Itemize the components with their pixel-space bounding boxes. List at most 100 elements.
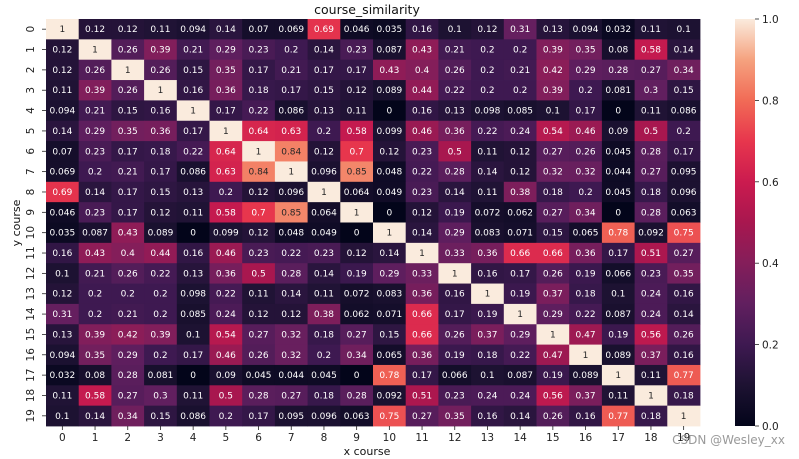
cell-value-label: 0.17	[150, 168, 170, 178]
cell-value-label: 0.12	[510, 168, 530, 178]
cell-value-label: 0.38	[510, 188, 530, 198]
cell-value-label: 0.14	[85, 412, 105, 422]
cell-value-label: 0.28	[281, 269, 301, 279]
cell-value-label: 0.32	[576, 168, 596, 178]
cell-value-label: 1	[452, 269, 458, 279]
heatmap-cell	[503, 141, 537, 162]
heatmap-cell	[209, 364, 243, 386]
heatmap-cell	[471, 181, 505, 203]
heatmap-cell	[536, 39, 570, 61]
heatmap-cell	[78, 222, 112, 244]
colorbar-tick-label: 1.0	[762, 14, 779, 26]
cell-value-label: 0.11	[52, 391, 72, 401]
heatmap-cell	[634, 181, 668, 203]
heatmap-cell	[503, 120, 537, 142]
heatmap-cell	[373, 283, 407, 305]
cell-value-label: 0.11	[249, 290, 269, 300]
heatmap-cell	[438, 405, 472, 427]
heatmap-cell	[373, 141, 407, 162]
cell-value-label: 0.11	[183, 391, 203, 401]
cell-value-label: 0.37	[477, 330, 497, 340]
heatmap-cell	[569, 263, 603, 284]
cell-value-label: 0.099	[376, 127, 402, 137]
heatmap-cell	[634, 19, 668, 40]
heatmap-cell	[209, 80, 243, 101]
heatmap-cell	[634, 385, 668, 407]
colorbar	[735, 19, 755, 426]
cell-value-label: 0.84	[281, 147, 301, 157]
cell-value-label: 0.17	[249, 412, 269, 422]
cell-value-label: 0.17	[347, 66, 367, 76]
cell-value-label: 0.11	[641, 371, 661, 381]
cell-value-label: 1	[550, 330, 556, 340]
heatmap-cell	[111, 141, 145, 162]
cell-value-label: 0.34	[576, 208, 596, 218]
heatmap-cell	[634, 120, 668, 142]
cell-value-label: 0.22	[249, 107, 269, 117]
heatmap-cell	[405, 141, 439, 162]
cell-value-label: 0.094	[49, 351, 75, 361]
cell-value-label: 0.77	[608, 412, 628, 422]
heatmap-cell	[601, 80, 635, 101]
heatmap-cell	[144, 364, 178, 386]
heatmap-cell	[438, 242, 472, 264]
heatmap-cell	[144, 283, 178, 305]
cell-value-label: 0.14	[445, 188, 465, 198]
cell-value-label: 1	[485, 290, 491, 300]
cell-value-label: 0.26	[543, 412, 563, 422]
heatmap-cell	[667, 100, 701, 122]
cell-value-label: 0.095	[671, 168, 697, 178]
cell-value-label: 0.089	[605, 351, 631, 361]
heatmap-cell	[536, 19, 570, 40]
heatmap-cell	[307, 344, 341, 366]
cell-value-label: 0.17	[118, 147, 138, 157]
cell-value-label: 0.19	[543, 371, 563, 381]
heatmap-cell	[536, 120, 570, 142]
heatmap-cell	[78, 120, 112, 142]
cell-value-label: 0.5	[219, 391, 233, 401]
cell-value-label: 0	[615, 208, 621, 218]
heatmap-cell	[78, 344, 112, 366]
cell-value-label: 0.26	[118, 46, 138, 56]
heatmap-cell	[78, 202, 112, 223]
cell-value-label: 0.14	[674, 310, 694, 320]
heatmap-cell	[536, 80, 570, 101]
heatmap-cell	[438, 303, 472, 325]
heatmap-cell	[176, 344, 210, 366]
cell-value-label: 0.12	[347, 86, 367, 96]
heatmap-cell	[340, 39, 374, 61]
cell-value-label: 0.38	[314, 310, 334, 320]
cell-value-label: 0.3	[153, 391, 167, 401]
heatmap-cell	[307, 19, 341, 40]
heatmap-cell	[176, 242, 210, 264]
cell-value-label: 0.046	[344, 25, 370, 35]
heatmap-cell	[307, 161, 341, 183]
cell-value-label: 1	[190, 107, 196, 117]
cell-value-label: 0	[615, 107, 621, 117]
cell-value-label: 1	[158, 86, 164, 96]
cell-value-label: 0.24	[216, 310, 236, 320]
cell-value-label: 0.21	[183, 46, 203, 56]
cell-value-label: 0.063	[671, 208, 697, 218]
cell-value-label: 0.15	[150, 188, 170, 198]
y-tick-label: 6	[25, 148, 37, 155]
heatmap-cell	[340, 263, 374, 284]
heatmap-cell	[601, 324, 635, 345]
heatmap-cell	[274, 39, 308, 61]
cell-value-label: 0.049	[376, 188, 402, 198]
cell-value-label: 0.33	[445, 249, 465, 259]
cell-value-label: 0.098	[180, 290, 206, 300]
cell-value-label: 0.08	[608, 46, 628, 56]
cell-value-label: 0.2	[317, 127, 331, 137]
heatmap-cell	[111, 242, 145, 264]
cell-value-label: 0.16	[576, 412, 596, 422]
heatmap-cell	[503, 202, 537, 223]
heatmap-cell	[209, 19, 243, 40]
y-tick-label: 3	[25, 87, 37, 94]
heatmap-cell	[438, 222, 472, 244]
cell-value-label: 0.13	[52, 330, 72, 340]
heatmap-cell	[634, 242, 668, 264]
cell-value-label: 0.14	[85, 188, 105, 198]
cell-value-label: 0.26	[150, 66, 170, 76]
cell-value-label: 0.16	[674, 290, 694, 300]
